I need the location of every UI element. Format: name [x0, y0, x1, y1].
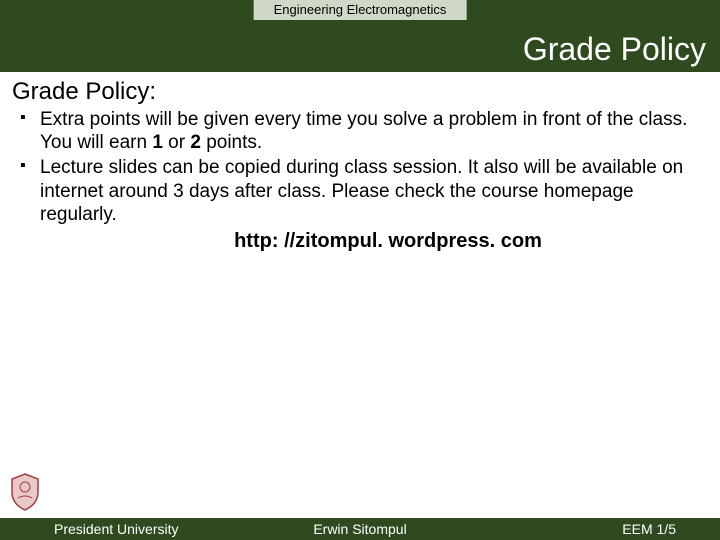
footer-university: President University [54, 521, 179, 537]
footer-author: Erwin Sitompul [313, 521, 406, 537]
bullet-item: Lecture slides can be copied during clas… [20, 156, 704, 226]
bullet-text: Lecture slides can be copied during clas… [40, 157, 683, 224]
bold-number: 1 [152, 132, 163, 153]
footer-band: President University Erwin Sitompul EEM … [0, 518, 720, 540]
course-title-tab: Engineering Electromagnetics [254, 0, 467, 20]
header-band: Engineering Electromagnetics Grade Polic… [0, 0, 720, 72]
bullet-text: points. [201, 132, 262, 153]
bullet-item: Extra points will be given every time yo… [20, 108, 704, 154]
course-url: http: //zitompul. wordpress. com [12, 230, 704, 253]
content-area: Grade Policy: Extra points will be given… [0, 72, 720, 253]
bullet-text: Extra points will be given every time yo… [40, 109, 687, 153]
bullet-list: Extra points will be given every time yo… [12, 108, 704, 226]
section-heading: Grade Policy: [12, 78, 704, 106]
bold-number: 2 [190, 132, 201, 153]
university-logo [8, 472, 42, 512]
slide-title: Grade Policy [523, 31, 706, 68]
bullet-text: or [163, 132, 190, 153]
footer-page: EEM 1/5 [622, 521, 676, 537]
